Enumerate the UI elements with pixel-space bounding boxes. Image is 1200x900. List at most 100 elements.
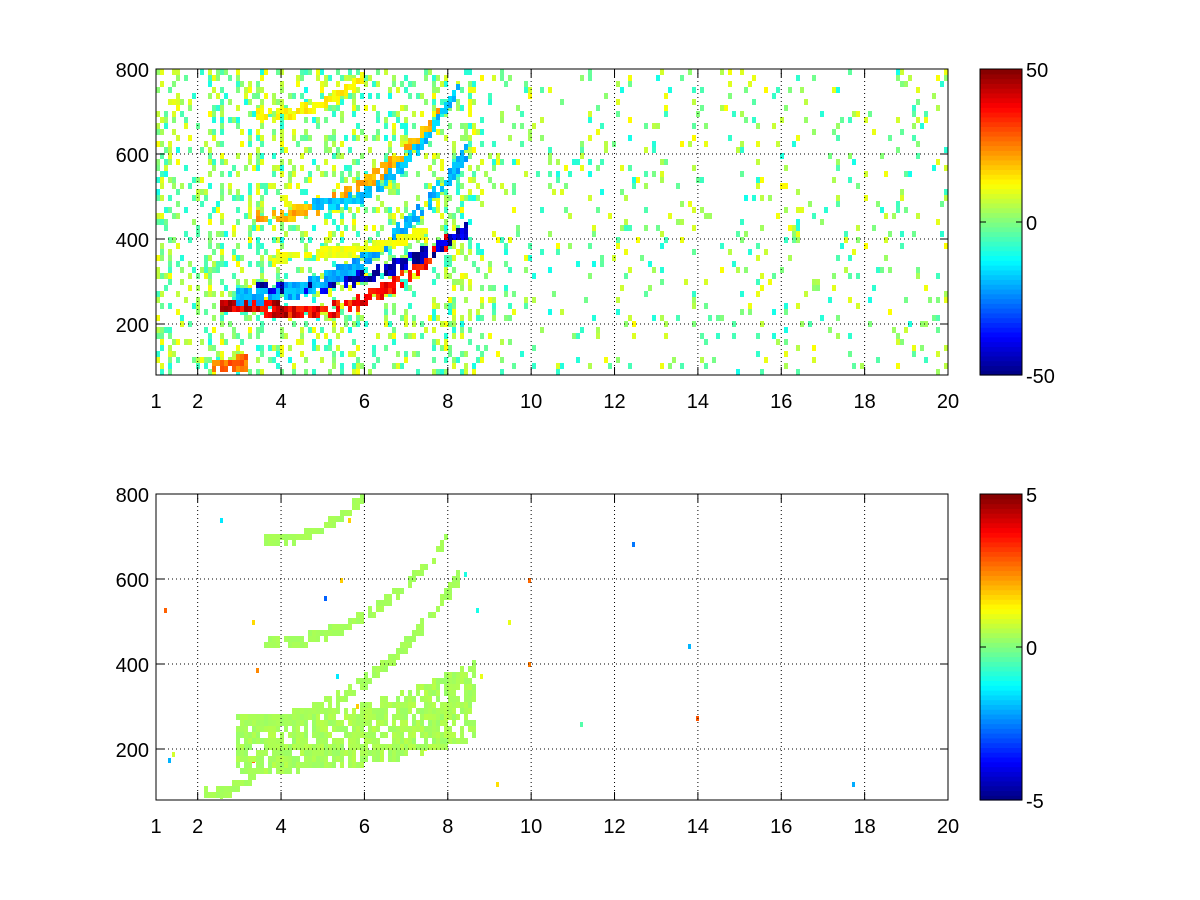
noise-cell bbox=[288, 357, 292, 363]
noise-cell bbox=[904, 81, 908, 87]
noise-cell bbox=[916, 117, 920, 123]
noise-cell bbox=[160, 129, 164, 135]
noise-cell bbox=[280, 351, 284, 357]
noise-cell bbox=[372, 345, 376, 351]
feature-0-cell bbox=[360, 744, 364, 750]
noise-cell bbox=[280, 243, 284, 249]
feature-2-cell bbox=[324, 636, 328, 642]
feature-2-cell bbox=[440, 546, 444, 552]
x-tick-label: 8 bbox=[442, 391, 453, 413]
noise-cell bbox=[168, 369, 172, 375]
noise-cell bbox=[896, 117, 900, 123]
feature-4-cell bbox=[256, 210, 260, 216]
noise-cell bbox=[208, 285, 212, 291]
feature-0-cell bbox=[324, 744, 328, 750]
noise-cell bbox=[176, 159, 180, 165]
noise-cell bbox=[596, 333, 600, 339]
noise-cell bbox=[444, 135, 448, 141]
feature-4-cell bbox=[332, 192, 336, 198]
noise-cell bbox=[284, 231, 288, 237]
feature-0-cell bbox=[360, 762, 364, 768]
noise-cell bbox=[904, 171, 908, 177]
feature-0-cell bbox=[300, 744, 304, 750]
feature-0-cell bbox=[468, 690, 472, 696]
feature-0-cell bbox=[364, 702, 368, 708]
feature-1-cell bbox=[268, 714, 272, 720]
feature-1-cell bbox=[372, 288, 376, 294]
noise-cell bbox=[800, 207, 804, 213]
feature-3-cell bbox=[248, 288, 252, 294]
noise-cell bbox=[420, 111, 424, 117]
noise-cell bbox=[872, 285, 876, 291]
noise-cell bbox=[356, 369, 360, 375]
feature-0-cell bbox=[280, 744, 284, 750]
colorbar-segment bbox=[980, 174, 1022, 180]
noise-cell bbox=[208, 171, 212, 177]
feature-0-cell bbox=[348, 762, 352, 768]
noise-cell bbox=[912, 135, 916, 141]
noise-cell bbox=[352, 177, 356, 183]
feature-0-cell bbox=[264, 720, 268, 726]
noise-cell bbox=[532, 123, 536, 129]
noise-cell bbox=[596, 105, 600, 111]
feature-2-cell bbox=[344, 276, 348, 282]
noise-cell bbox=[936, 297, 940, 303]
noise-cell bbox=[504, 81, 508, 87]
noise-cell bbox=[156, 213, 160, 219]
noise-cell bbox=[452, 333, 456, 339]
feature-2-cell bbox=[332, 630, 336, 636]
feature-0-cell bbox=[432, 714, 436, 720]
noise-cell bbox=[348, 171, 352, 177]
feature-0-cell bbox=[276, 768, 280, 774]
noise-cell bbox=[324, 213, 328, 219]
noise-cell bbox=[276, 267, 280, 273]
feature-7-cell bbox=[236, 360, 240, 366]
noise-cell bbox=[356, 321, 360, 327]
noise-cell bbox=[260, 351, 264, 357]
feature-0-cell bbox=[424, 726, 428, 732]
feature-0-cell bbox=[380, 702, 384, 708]
feature-1-cell bbox=[376, 672, 380, 678]
noise-cell bbox=[392, 339, 396, 345]
feature-0-cell bbox=[456, 696, 460, 702]
noise-cell bbox=[296, 183, 300, 189]
feature-3-cell bbox=[428, 192, 432, 198]
noise-cell bbox=[164, 117, 168, 123]
feature-2-cell bbox=[348, 624, 352, 630]
feature-3-cell bbox=[344, 264, 348, 270]
noise-cell bbox=[292, 171, 296, 177]
feature-0-cell bbox=[352, 720, 356, 726]
noise-cell bbox=[408, 333, 412, 339]
noise-cell bbox=[340, 327, 344, 333]
noise-cell bbox=[412, 333, 416, 339]
noise-cell bbox=[316, 345, 320, 351]
colorbar-segment bbox=[980, 795, 1022, 801]
noise-cell bbox=[268, 255, 272, 261]
noise-cell bbox=[208, 291, 212, 297]
noise-cell bbox=[200, 189, 204, 195]
noise-cell bbox=[776, 141, 780, 147]
noise-cell bbox=[592, 225, 596, 231]
feature-1-cell bbox=[352, 690, 356, 696]
feature-2-cell bbox=[296, 642, 300, 648]
noise-cell bbox=[852, 159, 856, 165]
noise-cell bbox=[196, 177, 200, 183]
noise-cell bbox=[452, 297, 456, 303]
noise-cell bbox=[272, 135, 276, 141]
colorbar-segment bbox=[980, 365, 1022, 371]
feature-0-cell bbox=[248, 756, 252, 762]
noise-cell bbox=[856, 183, 860, 189]
noise-cell bbox=[772, 273, 776, 279]
feature-6-cell bbox=[340, 90, 344, 96]
noise-cell bbox=[472, 261, 476, 267]
noise-cell bbox=[912, 111, 916, 117]
x-tick-label: 14 bbox=[687, 816, 709, 838]
feature-7-cell bbox=[224, 360, 228, 366]
feature-1-cell bbox=[276, 714, 280, 720]
noise-cell bbox=[512, 309, 516, 315]
feature-6-cell bbox=[312, 108, 316, 114]
feature-3-cell bbox=[340, 510, 344, 516]
noise-cell bbox=[444, 333, 448, 339]
noise-cell bbox=[352, 111, 356, 117]
feature-3-cell bbox=[336, 270, 340, 276]
